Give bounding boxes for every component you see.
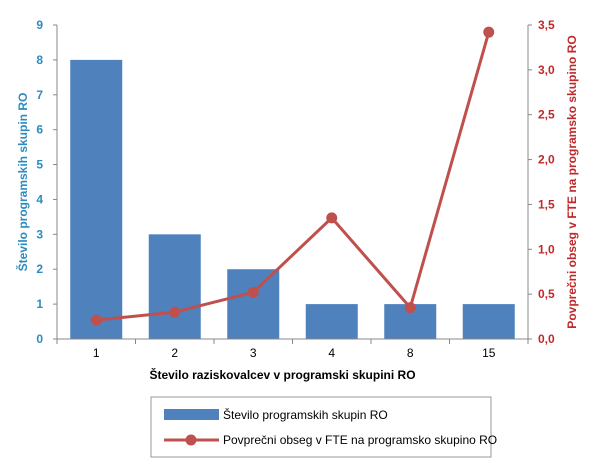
line-point bbox=[90, 314, 102, 326]
x-tick-label: 4 bbox=[328, 346, 335, 360]
right-tick-label: 0,5 bbox=[538, 287, 555, 301]
bar bbox=[148, 234, 201, 339]
line-point bbox=[247, 286, 259, 298]
x-tick-label: 1 bbox=[93, 346, 100, 360]
y-axis-title-left: Število programskih skupin RO bbox=[15, 93, 30, 272]
left-tick-label: 5 bbox=[36, 158, 43, 172]
left-tick-label: 1 bbox=[36, 297, 43, 311]
x-tick-label: 8 bbox=[407, 346, 414, 360]
line-point bbox=[483, 26, 495, 38]
left-tick-label: 6 bbox=[36, 123, 43, 137]
legend-label-line: Povprečni obseg v FTE na programsko skup… bbox=[223, 433, 497, 447]
legend-bar-swatch bbox=[164, 409, 219, 420]
bar bbox=[305, 304, 358, 339]
left-tick-label: 9 bbox=[36, 18, 43, 32]
x-axis-title: Število raziskovalcev v programski skupi… bbox=[149, 367, 415, 382]
line-point bbox=[169, 306, 181, 318]
left-tick-label: 3 bbox=[36, 227, 43, 241]
right-tick-label: 2,5 bbox=[538, 108, 555, 122]
left-tick-label: 8 bbox=[36, 53, 43, 67]
right-tick-label: 1,5 bbox=[538, 197, 555, 211]
x-tick-label: 15 bbox=[482, 346, 496, 360]
line-series bbox=[96, 31, 491, 322]
left-tick-label: 2 bbox=[36, 262, 43, 276]
right-tick-label: 3,0 bbox=[538, 63, 555, 77]
x-tick-label: 2 bbox=[171, 346, 178, 360]
bar bbox=[70, 59, 123, 340]
x-tick-label: 3 bbox=[250, 346, 257, 360]
line-point bbox=[326, 212, 338, 224]
bar bbox=[462, 304, 515, 339]
left-tick-label: 4 bbox=[36, 192, 43, 206]
left-tick-label: 7 bbox=[36, 88, 43, 102]
right-tick-label: 3,5 bbox=[538, 18, 555, 32]
legend-label-bars: Število programskih skupin RO bbox=[223, 407, 388, 422]
left-tick-label: 0 bbox=[36, 332, 43, 346]
bar bbox=[227, 269, 280, 339]
right-tick-label: 0,0 bbox=[538, 332, 555, 346]
line-point bbox=[404, 302, 416, 314]
legend bbox=[150, 396, 492, 458]
y-axis-title-right: Povprečni obseg v FTE na programsko skup… bbox=[565, 35, 579, 328]
right-tick-label: 1,0 bbox=[538, 242, 555, 256]
right-tick-label: 2,0 bbox=[538, 153, 555, 167]
legend-line-marker bbox=[185, 434, 197, 446]
